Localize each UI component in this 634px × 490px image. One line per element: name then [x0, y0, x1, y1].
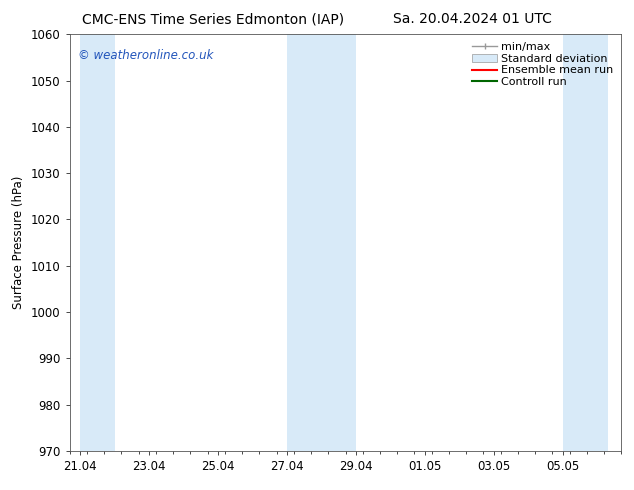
Bar — [563, 34, 607, 451]
Bar — [80, 34, 115, 451]
Text: Sa. 20.04.2024 01 UTC: Sa. 20.04.2024 01 UTC — [392, 12, 552, 26]
Text: CMC-ENS Time Series Edmonton (IAP): CMC-ENS Time Series Edmonton (IAP) — [82, 12, 344, 26]
Text: © weatheronline.co.uk: © weatheronline.co.uk — [78, 49, 214, 62]
Bar — [287, 34, 356, 451]
Legend: min/max, Standard deviation, Ensemble mean run, Controll run: min/max, Standard deviation, Ensemble me… — [470, 40, 616, 89]
Y-axis label: Surface Pressure (hPa): Surface Pressure (hPa) — [13, 176, 25, 309]
